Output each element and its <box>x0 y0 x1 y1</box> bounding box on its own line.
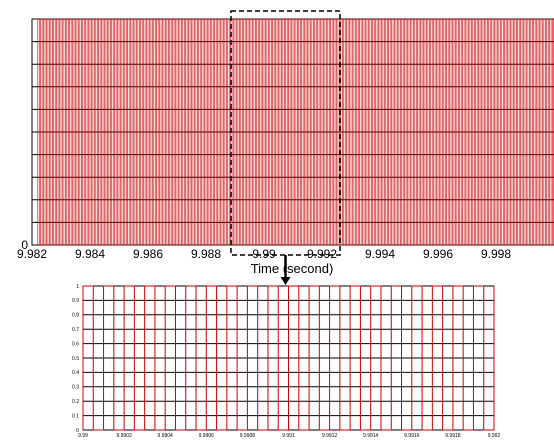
zoom-x-tick-label: 9.991 <box>282 433 295 439</box>
zoom-x-tick-label: 9.9918 <box>445 433 461 439</box>
zoom-y-tick-label: 0.6 <box>72 341 79 347</box>
overview-signal-line <box>37 18 554 246</box>
zoom-x-tick-label: 9.9914 <box>363 433 379 439</box>
overview-y-tick-label: 0 <box>21 238 28 252</box>
zoom-x-tick-label: 9.9912 <box>322 433 338 439</box>
zoom-x-tick-label: 9.992 <box>488 433 501 439</box>
zoom-region-box <box>230 10 341 256</box>
overview-x-tick-label: 9.996 <box>423 247 453 261</box>
zoom-signal-line <box>82 285 495 431</box>
overview-x-tick-label: 9.992 <box>307 247 337 261</box>
overview-x-axis-label: Time (second) <box>251 261 334 276</box>
overview-x-tick-label: 9.998 <box>481 247 511 261</box>
overview-x-tick-label: 9.988 <box>191 247 221 261</box>
overview-x-tick-label: 9.986 <box>133 247 163 261</box>
zoom-x-tick-label: 9.9908 <box>240 433 256 439</box>
zoom-y-tick-label: 0.3 <box>72 385 79 391</box>
zoom-x-tick-label: 9.9906 <box>199 433 215 439</box>
zoom-region-marker <box>230 10 341 285</box>
zoom-x-tick-label: 9.99 <box>78 433 88 439</box>
zoom-y-tick-label: 0.4 <box>72 370 79 376</box>
zoom-y-tick-label: 0.8 <box>72 313 79 319</box>
zoom-x-tick-label: 9.9904 <box>158 433 174 439</box>
zoom-y-tick-label: 0.9 <box>72 298 79 304</box>
zoom-x-tick-label: 9.9916 <box>404 433 420 439</box>
zoom-y-tick-label: 1 <box>76 284 79 290</box>
zoom-y-tick-label: 0 <box>76 428 79 434</box>
overview-x-tick-label: 9.984 <box>75 247 105 261</box>
zoom-chart: 9.99 9.9902 9.9904 9.9906 9.9908 9.991 9.9912 9… <box>72 284 500 439</box>
zoom-x-tick-label: 9.9902 <box>116 433 132 439</box>
zoom-y-tick-label: 0.1 <box>72 413 79 419</box>
overview-x-tick-label: 9.994 <box>365 247 395 261</box>
overview-x-tick-label: 9.982 <box>17 247 47 261</box>
zoom-y-tick-label: 0.5 <box>72 356 79 362</box>
zoom-y-tick-label: 0.7 <box>72 327 79 333</box>
overview-x-tick-label: 9.99 <box>252 247 276 261</box>
zoom-y-tick-label: 0.2 <box>72 399 79 405</box>
overview-chart: 9.982 9.984 9.986 9.988 9.99 9.992 9.994 9.996 9… <box>17 18 554 261</box>
zoom-arrow-head <box>280 277 291 285</box>
